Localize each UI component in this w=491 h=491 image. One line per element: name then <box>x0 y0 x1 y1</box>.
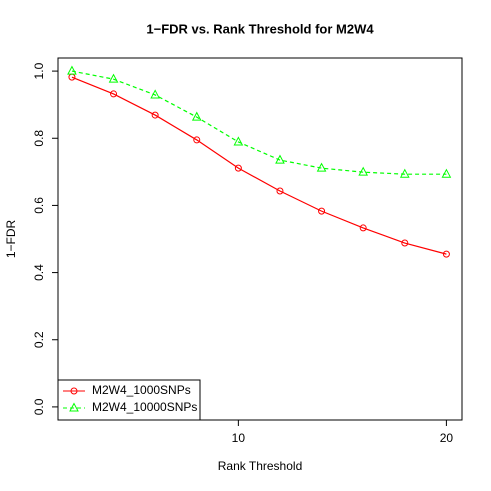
y-tick-label: 0.8 <box>32 130 46 147</box>
point-marker <box>233 136 244 146</box>
point-marker <box>399 168 410 178</box>
point-marker <box>359 224 367 232</box>
y-tick-label: 0.6 <box>32 197 46 214</box>
legend-box <box>57 379 201 421</box>
point-marker <box>67 65 77 75</box>
point-marker <box>193 136 201 144</box>
point-marker <box>316 162 327 172</box>
point-marker <box>275 154 285 164</box>
y-tick-label: 1.0 <box>32 62 46 79</box>
point-marker <box>441 168 452 178</box>
plot-frame <box>57 57 463 421</box>
legend-label: M2W4_1000SNPs <box>92 383 191 397</box>
x-tick-label: 20 <box>440 431 454 445</box>
point-marker <box>108 73 119 83</box>
y-tick-label: 0.2 <box>32 331 46 348</box>
y-tick-label: 0.4 <box>32 264 46 281</box>
point-marker <box>110 90 118 98</box>
x-tick-label: 10 <box>232 431 246 445</box>
point-marker <box>191 111 202 121</box>
x-axis-label: Rank Threshold <box>218 459 303 473</box>
point-marker <box>442 250 450 258</box>
series-line <box>71 70 447 175</box>
legend-label: M2W4_10000SNPs <box>92 400 197 414</box>
series-line <box>71 76 447 255</box>
point-marker <box>401 239 409 247</box>
y-tick-label: 0.0 <box>32 398 46 415</box>
legend-marker <box>70 387 78 395</box>
point-marker <box>358 166 369 176</box>
y-axis-label: 1−FDR <box>4 219 18 258</box>
point-marker <box>276 187 284 195</box>
chart-title: 1−FDR vs. Rank Threshold for M2W4 <box>146 21 374 36</box>
point-marker <box>318 207 326 215</box>
point-marker <box>234 164 242 172</box>
legend-marker <box>69 402 79 412</box>
point-marker <box>150 89 160 99</box>
point-marker <box>151 111 159 119</box>
